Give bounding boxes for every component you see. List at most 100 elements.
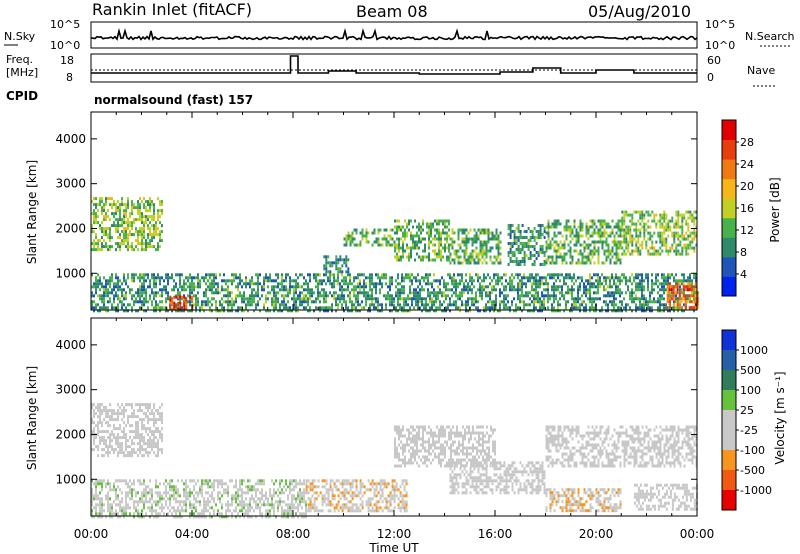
scatter-cell	[255, 291, 257, 295]
scatter-cell	[355, 243, 358, 247]
scatter-cell	[355, 288, 357, 292]
scatter-cell	[503, 306, 505, 310]
scatter-cell	[601, 240, 604, 244]
scatter-cell	[641, 282, 643, 286]
scatter-cell	[295, 285, 297, 289]
scatter-cell	[635, 303, 637, 307]
scatter-cell	[396, 228, 398, 232]
scatter-cell	[147, 451, 149, 455]
scatter-cell	[209, 512, 211, 516]
freq-label-line2: [MHz]	[6, 66, 38, 79]
scatter-cell	[275, 306, 277, 310]
scatter-cell	[139, 300, 141, 304]
scatter-cell	[103, 479, 105, 483]
scatter-cell	[141, 494, 143, 498]
scatter-cell	[113, 512, 115, 516]
scatter-cell	[639, 222, 642, 226]
scatter-cell	[121, 239, 123, 243]
scatter-cell	[241, 294, 243, 298]
scatter-cell	[251, 506, 253, 510]
scatter-cell	[428, 252, 430, 256]
scatter-cell	[684, 297, 687, 301]
scatter-cell	[337, 267, 340, 271]
scatter-cell	[639, 243, 642, 247]
scatter-cell	[569, 246, 572, 250]
scatter-cell	[677, 219, 680, 223]
scatter-cell	[465, 279, 467, 283]
scatter-cell	[93, 515, 95, 519]
scatter-cell	[489, 255, 492, 259]
scatter-cell	[107, 300, 109, 304]
scatter-cell	[595, 240, 598, 244]
scatter-cell	[553, 291, 555, 295]
scatter-cell	[455, 306, 457, 310]
scatter-cell	[603, 240, 606, 244]
scatter-cell	[447, 282, 449, 286]
scatter-cell	[155, 479, 157, 483]
scatter-cell	[107, 209, 109, 213]
scatter-cell	[670, 288, 673, 292]
scatter-cell	[673, 279, 675, 283]
scatter-cell	[579, 222, 582, 226]
scatter-cell	[195, 285, 197, 289]
scatter-cell	[135, 300, 137, 304]
scatter-cell	[581, 294, 583, 298]
scatter-cell	[611, 228, 614, 232]
scatter-cell	[151, 203, 153, 207]
scatter-cell	[99, 294, 101, 298]
scatter-cell	[155, 279, 157, 283]
scatter-cell	[127, 233, 129, 237]
scatter-cell	[211, 491, 213, 495]
scatter-cell	[557, 306, 559, 310]
scatter-cell	[179, 494, 181, 498]
scatter-cell	[159, 276, 161, 280]
scatter-cell	[459, 282, 461, 286]
scatter-cell	[195, 500, 197, 504]
scatter-cell	[147, 245, 149, 249]
scatter-cell	[424, 249, 426, 253]
scatter-cell	[449, 276, 451, 280]
scatter-cell	[605, 255, 608, 259]
scatter-cell	[613, 279, 615, 283]
scatter-cell	[201, 482, 203, 486]
scatter-cell	[151, 491, 153, 495]
scatter-cell	[349, 237, 352, 241]
scatter-cell	[672, 288, 675, 292]
scatter-cell	[351, 240, 354, 244]
scatter-cell	[135, 245, 137, 249]
scatter-cell	[265, 300, 267, 304]
scatter-cell	[347, 267, 350, 271]
scatter-cell	[551, 258, 554, 262]
scatter-cell	[399, 297, 401, 301]
scatter-cell	[579, 276, 581, 280]
scatter-cell	[655, 252, 658, 256]
scatter-cell	[551, 285, 553, 289]
scatter-cell	[675, 219, 678, 223]
scatter-cell	[485, 228, 488, 232]
scatter-cell	[693, 219, 696, 223]
scatter-cell	[668, 282, 671, 286]
scatter-cell	[97, 427, 99, 431]
scatter-cell	[535, 236, 538, 239]
scatter-cell	[123, 227, 125, 231]
scatter-cell	[107, 236, 109, 240]
scatter-cell	[385, 228, 388, 232]
scatter-cell	[461, 261, 464, 265]
scatter-cell	[153, 282, 155, 286]
scatter-cell	[541, 248, 544, 251]
scatter-cell	[173, 485, 175, 489]
scatter-cell	[537, 291, 539, 295]
scatter-cell	[167, 276, 169, 280]
scatter-cell	[627, 240, 630, 244]
scatter-cell	[445, 297, 447, 301]
scatter-cell	[613, 261, 616, 265]
scatter-cell	[539, 251, 542, 254]
scatter-cell	[345, 270, 348, 274]
scatter-cell	[398, 219, 400, 223]
scatter-cell	[137, 403, 139, 407]
scatter-cell	[125, 442, 127, 446]
scatter-cell	[111, 515, 113, 519]
scatter-cell	[147, 300, 149, 304]
scatter-cell	[123, 209, 125, 213]
